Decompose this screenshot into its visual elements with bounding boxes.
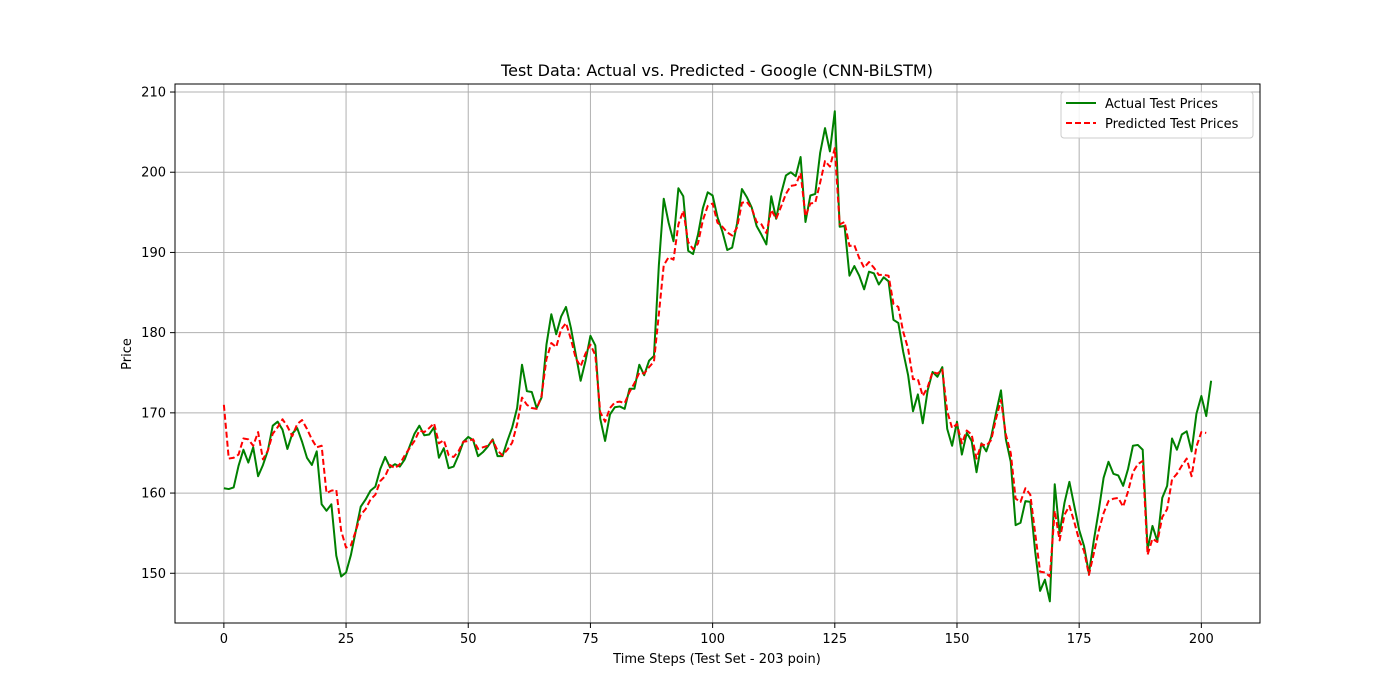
grid-lines — [175, 84, 1260, 623]
plot-frame — [174, 83, 1261, 624]
x-tick-label: 0 — [220, 632, 228, 647]
x-tick-label: 150 — [945, 632, 970, 647]
predicted-series-line — [222, 147, 1207, 578]
y-tick-label: 150 — [141, 567, 166, 582]
y-axis-ticks: 150 160 170 180 190 200 210 — [141, 86, 175, 582]
actual-series-line — [223, 110, 1213, 603]
x-tick-label: 100 — [700, 632, 725, 647]
legend-label-predicted: Predicted Test Prices — [1105, 117, 1239, 132]
chart-title: Test Data: Actual vs. Predicted - Google… — [500, 61, 933, 80]
x-tick-label: 50 — [460, 632, 477, 647]
x-tick-label: 175 — [1067, 632, 1092, 647]
x-tick-label: 75 — [582, 632, 599, 647]
y-tick-label: 210 — [141, 86, 166, 101]
y-tick-label: 200 — [141, 166, 166, 181]
y-tick-label: 190 — [141, 246, 166, 261]
x-tick-label: 200 — [1189, 632, 1214, 647]
legend-label-actual: Actual Test Prices — [1105, 97, 1218, 112]
x-axis-ticks: 0 25 50 75 100 125 150 175 200 — [220, 623, 1214, 647]
y-tick-label: 180 — [141, 326, 166, 341]
legend-box — [1060, 91, 1254, 139]
series-layer — [222, 110, 1213, 603]
x-tick-label: 125 — [822, 632, 847, 647]
x-axis-label: Time Steps (Test Set - 203 poin) — [612, 652, 821, 667]
y-axis-label: Price — [120, 338, 135, 370]
legend: Actual Test Prices Predicted Test Prices — [1060, 91, 1254, 139]
y-tick-label: 170 — [141, 406, 166, 421]
y-tick-label: 160 — [141, 487, 166, 502]
x-tick-label: 25 — [338, 632, 355, 647]
